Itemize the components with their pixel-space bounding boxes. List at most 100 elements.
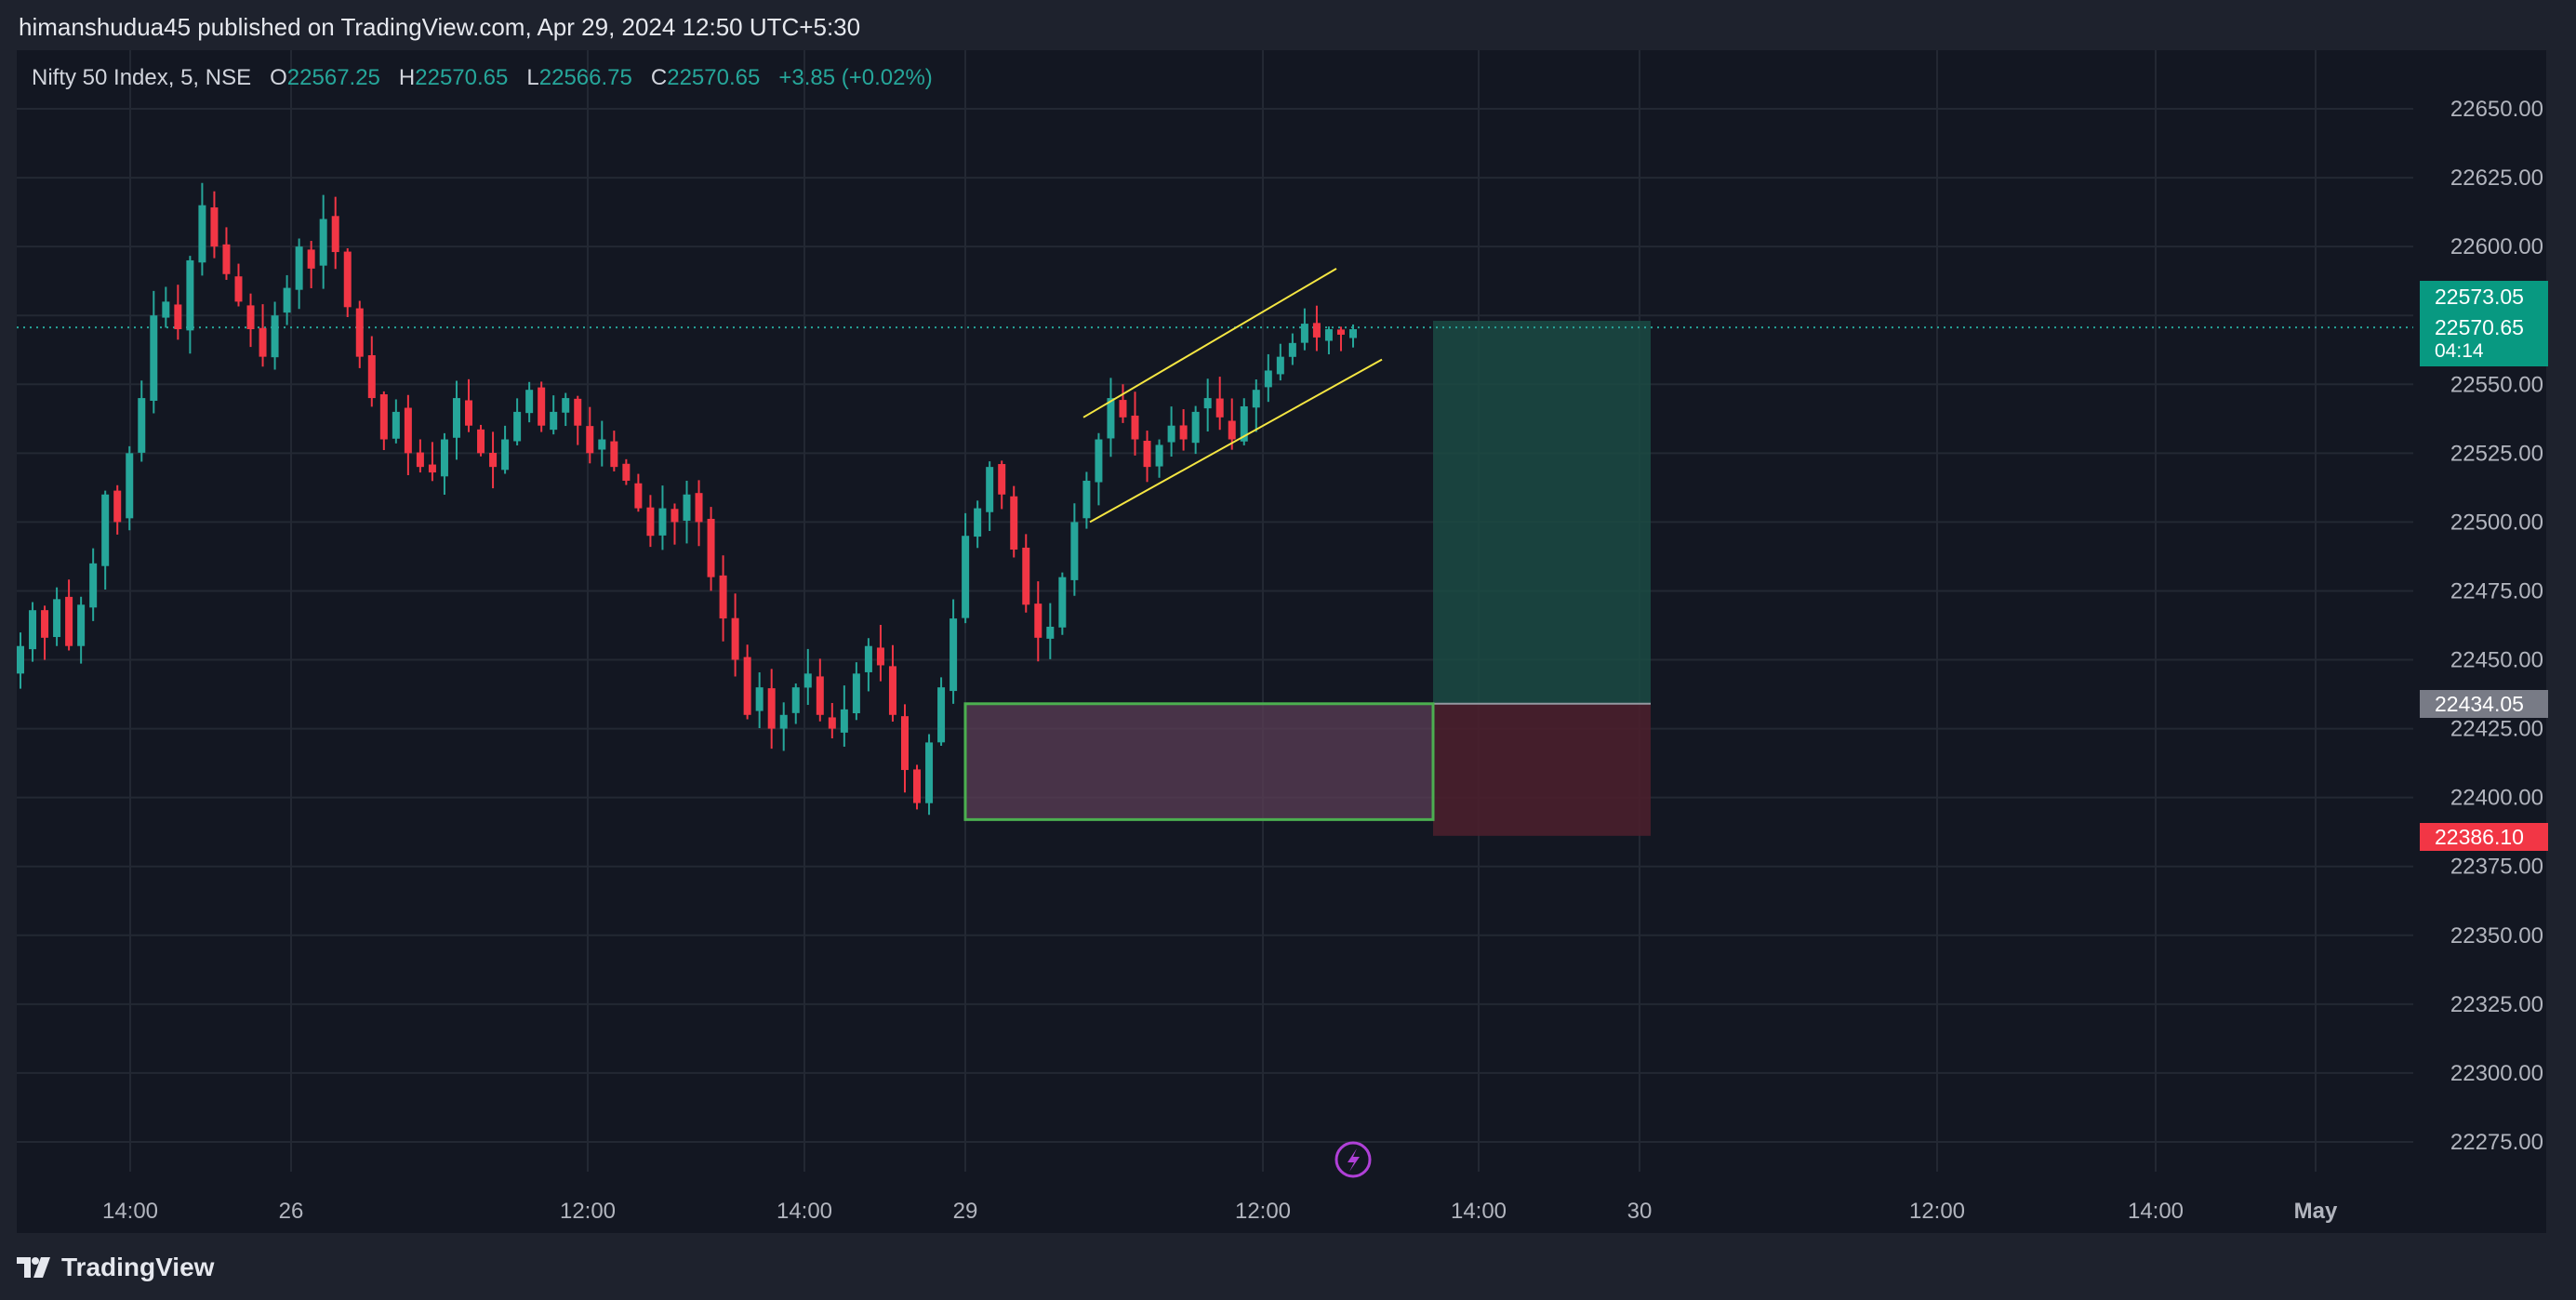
- candle-body[interactable]: [489, 453, 498, 468]
- candle-body[interactable]: [962, 536, 970, 618]
- candle-body[interactable]: [295, 246, 303, 290]
- candle-body[interactable]: [1203, 398, 1212, 409]
- demand-zone-box[interactable]: [963, 702, 1435, 821]
- candle-body[interactable]: [343, 251, 352, 308]
- candle-body[interactable]: [1046, 626, 1055, 639]
- candle-body[interactable]: [355, 308, 364, 357]
- candle-body[interactable]: [925, 742, 934, 803]
- candle-body[interactable]: [246, 305, 255, 330]
- entry-price-tag[interactable]: 22434.05: [2420, 690, 2548, 718]
- channel-upper-line[interactable]: [1082, 267, 1337, 418]
- candlestick-series[interactable]: [17, 182, 1357, 816]
- candle-body[interactable]: [1082, 480, 1091, 519]
- candle-body[interactable]: [791, 687, 800, 713]
- candle-body[interactable]: [271, 315, 279, 358]
- candle-body[interactable]: [864, 645, 872, 672]
- candle-body[interactable]: [1228, 420, 1236, 440]
- candle-body[interactable]: [198, 205, 206, 263]
- candle-body[interactable]: [622, 463, 631, 481]
- candle-body[interactable]: [586, 426, 594, 454]
- candle-body[interactable]: [840, 709, 848, 733]
- candle-body[interactable]: [998, 464, 1006, 495]
- candle-body[interactable]: [562, 398, 570, 413]
- candle-body[interactable]: [53, 599, 61, 638]
- candle-body[interactable]: [828, 717, 836, 729]
- candle-body[interactable]: [913, 769, 922, 803]
- candle-body[interactable]: [501, 439, 510, 471]
- candle-body[interactable]: [550, 411, 558, 431]
- candle-body[interactable]: [89, 563, 98, 608]
- candle-body[interactable]: [816, 676, 824, 715]
- candle-body[interactable]: [755, 687, 764, 711]
- candle-body[interactable]: [29, 610, 37, 650]
- candle-body[interactable]: [1095, 439, 1103, 483]
- candle-body[interactable]: [719, 575, 727, 619]
- candle-body[interactable]: [222, 244, 231, 274]
- candle-body[interactable]: [41, 610, 49, 638]
- candle-body[interactable]: [671, 509, 679, 523]
- candle-body[interactable]: [803, 673, 812, 688]
- candle-body[interactable]: [1300, 324, 1308, 343]
- candle-body[interactable]: [367, 354, 376, 399]
- candle-body[interactable]: [126, 453, 134, 519]
- candle-body[interactable]: [974, 508, 982, 537]
- price-channel[interactable]: [1082, 267, 1383, 524]
- candle-body[interactable]: [440, 439, 448, 477]
- candle-body[interactable]: [986, 467, 994, 512]
- candle-body[interactable]: [743, 657, 751, 715]
- candle-body[interactable]: [428, 464, 436, 473]
- candle-body[interactable]: [1191, 411, 1200, 444]
- candle-body[interactable]: [852, 673, 860, 713]
- candle-body[interactable]: [186, 259, 194, 331]
- candle-body[interactable]: [1070, 522, 1079, 580]
- candle-body[interactable]: [150, 315, 158, 402]
- candle-body[interactable]: [1349, 329, 1357, 338]
- candle-body[interactable]: [695, 493, 703, 523]
- channel-lower-line[interactable]: [1089, 358, 1383, 524]
- candle-body[interactable]: [319, 219, 327, 266]
- candle-body[interactable]: [767, 688, 776, 729]
- time-axis[interactable]: 14:00 26 12:00 14:00 29 12:00 14:00 30 12:00 14:0…: [102, 1199, 2338, 1224]
- target-price-tag[interactable]: 22573.05 22570.65 04:14: [2420, 281, 2548, 366]
- candle-body[interactable]: [683, 494, 691, 521]
- candle-body[interactable]: [658, 508, 667, 536]
- candle-body[interactable]: [1107, 398, 1115, 439]
- candle-body[interactable]: [77, 604, 86, 646]
- candle-body[interactable]: [888, 666, 896, 715]
- candle-body[interactable]: [1167, 425, 1175, 443]
- candle-body[interactable]: [477, 429, 485, 454]
- candle-body[interactable]: [937, 687, 946, 743]
- candle-body[interactable]: [307, 249, 315, 269]
- tradingview-logo[interactable]: TradingView: [17, 1253, 214, 1282]
- stop-loss-zone[interactable]: [1433, 703, 1651, 836]
- candle-body[interactable]: [574, 398, 582, 426]
- candle-body[interactable]: [779, 714, 788, 729]
- candle-body[interactable]: [1312, 323, 1321, 338]
- candle-body[interactable]: [379, 394, 388, 440]
- candle-body[interactable]: [731, 617, 739, 660]
- candle-body[interactable]: [101, 494, 110, 566]
- candle-body[interactable]: [1215, 398, 1224, 418]
- candle-body[interactable]: [1276, 356, 1284, 375]
- candle-body[interactable]: [646, 507, 655, 537]
- candle-body[interactable]: [525, 390, 534, 414]
- candle-body[interactable]: [949, 618, 958, 692]
- candle-body[interactable]: [162, 301, 170, 318]
- candle-body[interactable]: [1155, 444, 1163, 467]
- candle-body[interactable]: [1143, 440, 1151, 468]
- candle-body[interactable]: [513, 411, 522, 442]
- candle-body[interactable]: [138, 398, 146, 453]
- candle-body[interactable]: [174, 304, 182, 330]
- trade-zones[interactable]: [963, 320, 1651, 836]
- candle-body[interactable]: [283, 287, 291, 313]
- candle-body[interactable]: [1336, 329, 1345, 335]
- candle-body[interactable]: [1288, 342, 1296, 357]
- candle-body[interactable]: [1264, 370, 1272, 388]
- candle-body[interactable]: [331, 216, 339, 253]
- candle-body[interactable]: [1058, 577, 1067, 628]
- candle-body[interactable]: [113, 490, 122, 523]
- candle-body[interactable]: [610, 441, 618, 468]
- candle-body[interactable]: [1324, 329, 1333, 341]
- candle-body[interactable]: [1010, 496, 1018, 551]
